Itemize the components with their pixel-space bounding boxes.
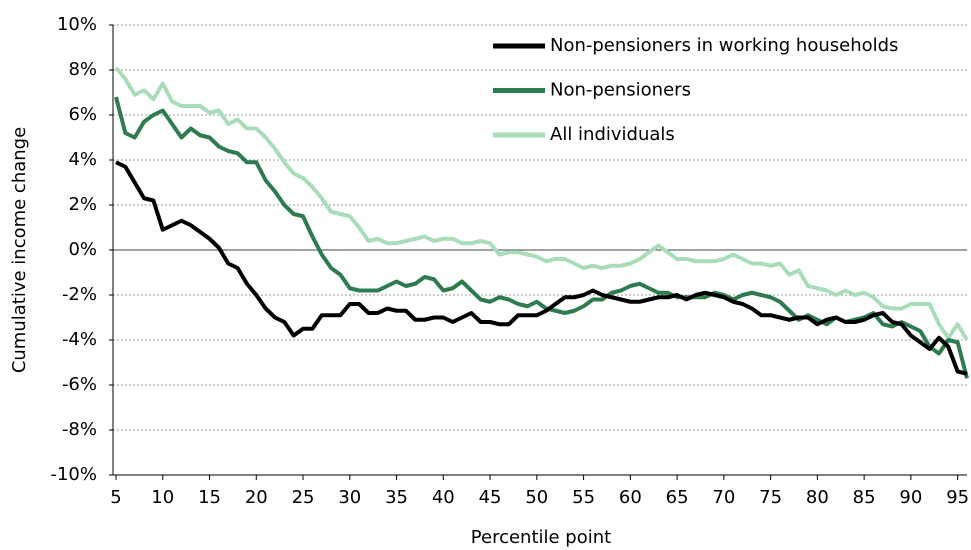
x-tick-label: 80 [806, 487, 829, 508]
series-line [114, 66, 969, 342]
series-line [115, 160, 968, 376]
x-tick-label: 50 [525, 487, 548, 508]
x-tick-label: 75 [759, 487, 782, 508]
x-tick-label: 15 [198, 487, 221, 508]
y-tick-label: -6% [62, 374, 97, 395]
x-tick-label: 85 [853, 487, 876, 508]
x-axis-title: Percentile point [471, 527, 611, 548]
y-tick-label: -4% [62, 329, 97, 350]
series-line [114, 96, 969, 379]
y-tick-label: 10% [57, 14, 97, 35]
y-tick-label: 8% [68, 59, 97, 80]
x-tick-label: 35 [385, 487, 408, 508]
y-tick-label: -2% [62, 284, 97, 305]
x-tick-label: 70 [712, 487, 735, 508]
x-tick-label: 65 [666, 487, 689, 508]
y-axis-title: Cumulative income change [9, 127, 30, 373]
x-tick-label: 60 [619, 487, 642, 508]
legend-label: Non-pensioners in working households [550, 35, 898, 56]
y-tick-label: 6% [68, 104, 97, 125]
legend-label: Non-pensioners [550, 80, 691, 101]
x-tick-label: 45 [479, 487, 502, 508]
x-tick-label: 25 [292, 487, 315, 508]
y-tick-label: -10% [50, 464, 97, 485]
y-tick-label: -8% [62, 419, 97, 440]
x-tick-label: 90 [899, 487, 922, 508]
legend-label: All individuals [550, 124, 675, 145]
y-tick-label: 4% [68, 149, 97, 170]
x-tick-label: 55 [572, 487, 595, 508]
x-tick-label: 40 [432, 487, 455, 508]
x-tick-label: 10 [151, 487, 174, 508]
y-tick-label: 2% [68, 194, 97, 215]
x-tick-label: 20 [245, 487, 268, 508]
y-tick-label: 0% [68, 239, 97, 260]
x-tick-label: 95 [946, 487, 969, 508]
x-tick-label: 30 [338, 487, 361, 508]
x-tick-label: 5 [110, 487, 121, 508]
